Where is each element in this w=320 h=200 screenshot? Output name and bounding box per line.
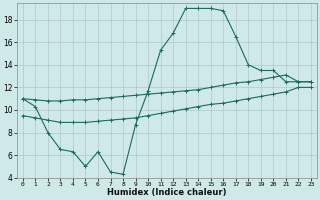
X-axis label: Humidex (Indice chaleur): Humidex (Indice chaleur) (107, 188, 227, 197)
